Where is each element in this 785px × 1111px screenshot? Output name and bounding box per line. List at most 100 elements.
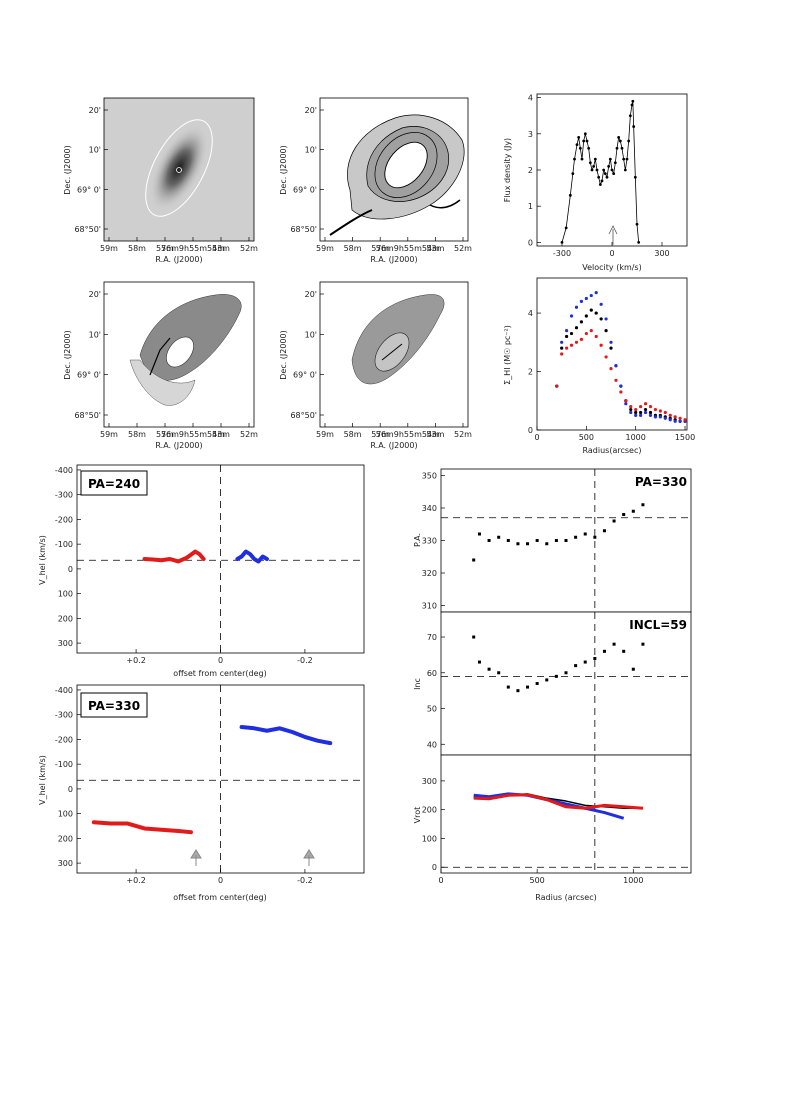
sd-point-series-2	[594, 334, 598, 339]
profile-point	[598, 183, 602, 186]
y-tick-label: 340	[422, 504, 437, 513]
incl-frame	[440, 611, 692, 756]
sd-point-series-1	[624, 402, 628, 406]
pv-rotation-trace-0	[142, 549, 206, 564]
ring-point	[631, 509, 635, 513]
x-tick-label: 0	[218, 656, 223, 665]
p5-xlabel: R.A. (J2000)	[370, 441, 417, 450]
profile-point	[588, 161, 592, 165]
sd-point-series-1	[653, 415, 658, 419]
profile-point	[592, 164, 596, 168]
ring-point	[526, 685, 530, 689]
sd-point-series-0	[629, 407, 633, 412]
inc-ylabel: Inc	[413, 678, 422, 690]
ring-point	[545, 678, 549, 682]
inc-label: INCL=59	[629, 618, 687, 632]
pv-rotation-trace-0	[91, 820, 193, 835]
sd-point-series-1	[604, 317, 608, 321]
y-tick-label: 69° 0'	[77, 371, 101, 380]
pa-ylabel: P.A.	[413, 533, 422, 547]
sd-point-series-2	[579, 337, 584, 341]
sd-point-series-1	[634, 413, 638, 417]
profile-point	[612, 172, 616, 176]
profile-point	[618, 139, 622, 143]
ring-point	[583, 532, 587, 536]
ring-point	[574, 535, 578, 539]
p1-xlabel: R.A. (J2000)	[155, 255, 202, 264]
x-tick-label: 500	[530, 876, 545, 885]
ring-point	[583, 660, 587, 664]
sd-point-series-2	[663, 410, 667, 415]
ring-point	[554, 674, 558, 678]
y-tick-label: 69° 0'	[293, 371, 317, 380]
sd-point-series-1	[619, 384, 623, 388]
y-tick-label: 68°50'	[74, 225, 101, 234]
pv240-ylabel: V_hel (km/s)	[38, 535, 47, 585]
profile-point	[627, 139, 631, 143]
pa-label: PA=330	[635, 475, 687, 489]
x-tick-label: 1000	[626, 433, 646, 442]
pv330-label: PA=330	[88, 699, 140, 713]
p4-xlabel: R.A. (J2000)	[155, 441, 202, 450]
p2-ylabel: Dec. (J2000)	[279, 145, 288, 195]
y-tick-label: 50	[427, 705, 437, 714]
pv330-label-box	[80, 692, 148, 718]
ring-point	[554, 539, 558, 542]
sd-point-series-2	[658, 409, 662, 413]
galaxy-center-marker	[176, 167, 182, 173]
y-tick-label: 20'	[89, 106, 101, 115]
sd-point-series-0	[560, 346, 564, 350]
x-tick-label: 53m	[426, 430, 444, 439]
ring-point	[472, 558, 476, 562]
profile-point	[633, 175, 637, 179]
arrow-marker-left	[190, 849, 202, 866]
profile-point	[590, 168, 594, 172]
sd-point-series-0	[565, 334, 569, 339]
ring-point	[574, 664, 578, 668]
sd-point-series-0	[609, 346, 613, 350]
y-tick-label: -100	[55, 540, 73, 549]
sd-point-series-2	[629, 405, 633, 409]
x-tick-label: 59m	[316, 430, 334, 439]
ring-point	[593, 656, 597, 660]
p3-xlabel: Velocity (km/s)	[582, 263, 641, 272]
profile-point	[560, 240, 564, 244]
x-tick-label: -0.2	[297, 656, 313, 665]
ring-point	[477, 532, 481, 536]
profile-point	[632, 125, 636, 128]
y-tick-label: 200	[422, 806, 437, 815]
sd-point-series-0	[594, 311, 598, 315]
surface-density-plot-area: 0 500 1000 1500 0 2 4	[528, 291, 695, 442]
ring-point	[487, 539, 491, 542]
vrot-plot-area: 0 100 200 300 0 500 1000	[422, 755, 691, 885]
y-tick-label: 0	[68, 565, 73, 574]
y-tick-label: 69° 0'	[77, 185, 101, 194]
y-tick-label: 350	[422, 472, 437, 481]
x-tick-label: 58m	[344, 430, 362, 439]
sd-point-series-1	[599, 302, 603, 306]
sd-point-series-2	[565, 346, 569, 350]
sd-point-series-2	[668, 413, 672, 417]
y-tick-label: 4	[528, 94, 533, 103]
sd-point-series-0	[648, 410, 653, 415]
x-tick-label: 500	[579, 433, 594, 442]
y-tick-label: 200	[58, 834, 73, 843]
hi-central-hole	[384, 141, 428, 189]
x-tick-label: +0.2	[126, 876, 145, 885]
x-tick-label: 59m	[316, 244, 334, 253]
sd-point-series-2	[634, 407, 638, 412]
x-tick-label: 52m	[454, 430, 472, 439]
sd-point-series-1	[594, 291, 598, 295]
sd-point-series-2	[683, 418, 687, 422]
hi-southern-arm	[329, 209, 373, 236]
vrot-frame	[440, 754, 692, 874]
sd-point-series-1	[629, 410, 633, 415]
vrot-xlabel: Radius (arcsec)	[535, 893, 597, 902]
pv240-label-box	[80, 470, 148, 496]
profile-point	[605, 175, 609, 179]
profile-point	[583, 132, 587, 136]
pa-plot-area: 310 320 330 340 350	[422, 469, 691, 612]
y-tick-label: -300	[55, 711, 73, 720]
profile-point	[623, 168, 627, 172]
ring-point	[516, 542, 520, 546]
